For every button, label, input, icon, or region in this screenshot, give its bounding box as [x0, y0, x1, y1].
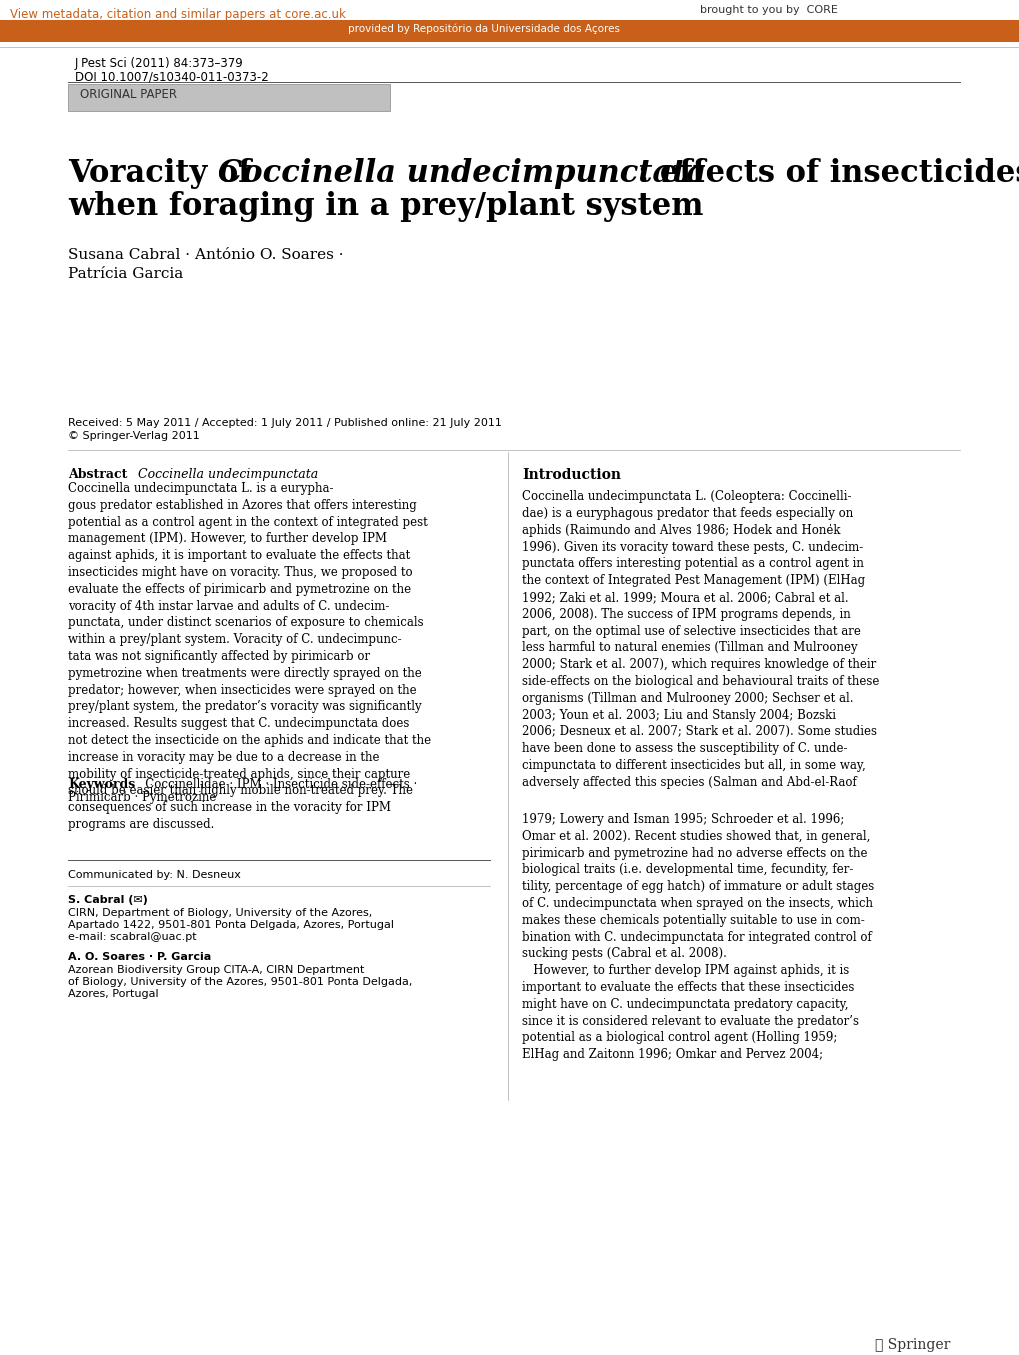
- Text: Abstract: Abstract: [68, 467, 127, 481]
- Text: Coccinella undecimpunctata L. is a eurypha-
gous predator established in Azores : Coccinella undecimpunctata L. is a euryp…: [68, 482, 431, 831]
- Text: Received: 5 May 2011 / Accepted: 1 July 2011 / Published online: 21 July 2011: Received: 5 May 2011 / Accepted: 1 July …: [68, 417, 501, 428]
- Text: : effects of insecticides: : effects of insecticides: [637, 159, 1019, 188]
- Text: View metadata, citation and similar papers at core.ac.uk: View metadata, citation and similar pape…: [10, 8, 345, 20]
- Text: brought to you by  CORE: brought to you by CORE: [699, 5, 837, 15]
- Text: Coccinella undecimpunctata: Coccinella undecimpunctata: [129, 467, 318, 481]
- Bar: [0, 20, 1019, 42]
- Text: 1979; Lowery and Isman 1995; Schroeder et al. 1996;
Omar et al. 2002). Recent st: 1979; Lowery and Isman 1995; Schroeder e…: [522, 813, 873, 1061]
- Text: Keywords: Keywords: [68, 778, 136, 791]
- Text: A. O. Soares · P. Garcia: A. O. Soares · P. Garcia: [68, 953, 211, 962]
- Text: Voracity of: Voracity of: [68, 159, 262, 188]
- Text: ORIGINAL PAPER: ORIGINAL PAPER: [79, 88, 177, 102]
- Text: Azores, Portugal: Azores, Portugal: [68, 989, 159, 999]
- Text: Apartado 1422, 9501-801 Ponta Delgada, Azores, Portugal: Apartado 1422, 9501-801 Ponta Delgada, A…: [68, 920, 393, 930]
- Text: Susana Cabral · António O. Soares ·: Susana Cabral · António O. Soares ·: [68, 248, 343, 262]
- Text: Azorean Biodiversity Group CITA-A, CIRN Department: Azorean Biodiversity Group CITA-A, CIRN …: [68, 965, 364, 976]
- Text: © Springer-Verlag 2011: © Springer-Verlag 2011: [68, 431, 200, 440]
- Text: provided by Repositório da Universidade dos Açores: provided by Repositório da Universidade …: [347, 23, 620, 34]
- Text: S. Cabral (✉): S. Cabral (✉): [68, 896, 148, 905]
- Text: Pirimicarb · Pymetrozine: Pirimicarb · Pymetrozine: [68, 791, 216, 804]
- Text: Coccinellidae · IPM · Insecticide side-effects ·: Coccinellidae · IPM · Insecticide side-e…: [133, 778, 417, 791]
- Text: ⑥ Springer: ⑥ Springer: [873, 1337, 949, 1352]
- Text: when foraging in a prey/plant system: when foraging in a prey/plant system: [68, 191, 703, 222]
- Text: Coccinella undecimpunctata: Coccinella undecimpunctata: [218, 159, 705, 188]
- Text: Patrícia Garcia: Patrícia Garcia: [68, 267, 183, 280]
- Text: Communicated by: N. Desneux: Communicated by: N. Desneux: [68, 870, 240, 879]
- Text: of Biology, University of the Azores, 9501-801 Ponta Delgada,: of Biology, University of the Azores, 95…: [68, 977, 412, 986]
- Bar: [68, 84, 389, 111]
- Text: CIRN, Department of Biology, University of the Azores,: CIRN, Department of Biology, University …: [68, 908, 372, 917]
- Text: DOI 10.1007/s10340-011-0373-2: DOI 10.1007/s10340-011-0373-2: [75, 70, 268, 84]
- Text: e-mail: scabral@uac.pt: e-mail: scabral@uac.pt: [68, 932, 197, 942]
- Text: Coccinella undecimpunctata L. (Coleoptera: Coccinelli-
dae) is a euryphagous pre: Coccinella undecimpunctata L. (Coleopter…: [522, 491, 878, 789]
- Text: J Pest Sci (2011) 84:373–379: J Pest Sci (2011) 84:373–379: [75, 57, 244, 70]
- Text: Introduction: Introduction: [522, 467, 621, 482]
